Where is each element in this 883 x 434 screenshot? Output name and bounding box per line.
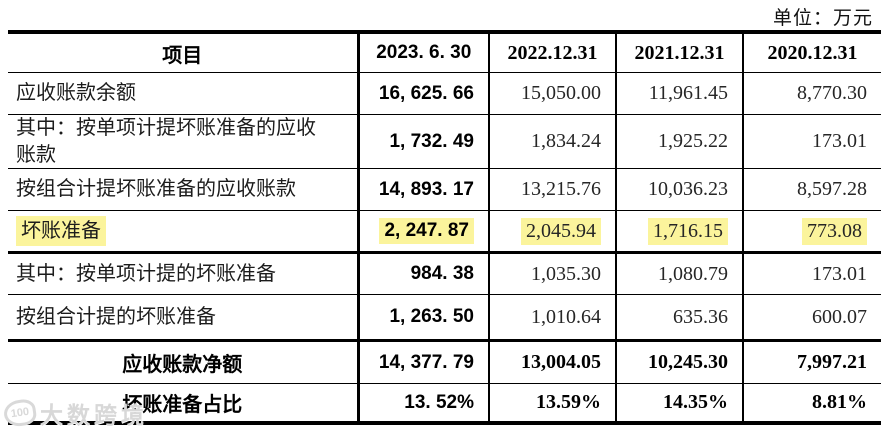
header-2021-12-31: 2021.12.31 [615, 32, 743, 73]
table-row-portfolio-provision-receivables: 按组合计提坏账准备的应收账款 14, 893. 17 13,215.76 10,… [8, 168, 881, 211]
header-2022-12-31: 2022.12.31 [488, 32, 616, 73]
row-label: 应收账款净额 [122, 354, 243, 376]
row-label: 按组合计提的坏账准备 [16, 305, 216, 328]
cell-value: 13,004.05 [488, 340, 616, 384]
highlight: 坏账准备 [16, 215, 106, 247]
highlight: 2, 247. 87 [379, 218, 474, 244]
header-2020-12-31: 2020.12.31 [742, 32, 881, 73]
cell-value: 635.36 [615, 294, 743, 341]
cell-value: 14.35% [615, 383, 743, 423]
highlight: 2,045.94 [521, 217, 601, 245]
cell-value: 7,997.21 [742, 340, 881, 384]
table-row-portfolio-bad-debt-provision: 按组合计提的坏账准备 1, 263. 50 1,010.64 635.36 60… [8, 294, 881, 341]
cell-value: 16, 625. 66 [356, 72, 489, 115]
cell-value: 15,050.00 [488, 72, 616, 115]
cell-value: 773.08 [742, 210, 881, 253]
cell-value: 173.01 [742, 252, 881, 295]
cell-value: 1,834.24 [488, 114, 616, 169]
cell-value: 984. 38 [356, 252, 489, 295]
cell-value: 14, 377. 79 [356, 340, 489, 384]
row-label: 坏账准备占比 [122, 394, 243, 416]
cell-value: 2,045.94 [488, 210, 616, 253]
row-label: 应收账款余额 [16, 82, 136, 105]
row-label: 其中：按单项计提的坏账准备 [16, 262, 276, 285]
cell-value: 1, 732. 49 [356, 114, 489, 169]
cell-value: 10,245.30 [615, 340, 743, 384]
cell-value: 1,010.64 [488, 294, 616, 341]
receivables-bad-debt-table: 项目 2023. 6. 30 2022.12.31 2021.12.31 202… [8, 30, 881, 425]
cell-value: 14, 893. 17 [356, 168, 489, 211]
table-header-row: 项目 2023. 6. 30 2022.12.31 2021.12.31 202… [8, 32, 881, 73]
cell-value: 1,716.15 [615, 210, 743, 253]
watermark: 100 大数跨境 [2, 396, 148, 430]
cell-value: 11,961.45 [615, 72, 743, 115]
cell-value: 1,925.22 [615, 114, 743, 169]
table-row-receivable-balance: 应收账款余额 16, 625. 66 15,050.00 11,961.45 8… [8, 72, 881, 115]
watermark-text: 大数跨境 [40, 402, 148, 428]
cell-value: 8,770.30 [742, 72, 881, 115]
header-2023-6-30: 2023. 6. 30 [356, 32, 489, 73]
unit-label: 单位：万元 [772, 8, 873, 29]
cell-value: 173.01 [742, 114, 881, 169]
watermark-logo-icon: 100 [2, 397, 38, 429]
cell-value: 1, 263. 50 [356, 294, 489, 341]
cell-value: 8,597.28 [742, 168, 881, 211]
cell-value: 13. 52% [356, 383, 489, 423]
header-item: 项目 [162, 44, 203, 67]
row-label: 其中：按单项计提坏账准备的应收 账款 [16, 117, 316, 166]
table-row-individual-bad-debt-provision: 其中：按单项计提的坏账准备 984. 38 1,035.30 1,080.79 … [8, 252, 881, 295]
cell-value: 10,036.23 [615, 168, 743, 211]
table-row-individual-provision-receivables: 其中：按单项计提坏账准备的应收 账款 1, 732. 49 1,834.24 1… [8, 114, 881, 169]
row-label: 按组合计提坏账准备的应收账款 [16, 178, 296, 201]
cell-value: 600.07 [742, 294, 881, 341]
cell-value: 2, 247. 87 [356, 210, 489, 253]
cell-value: 13.59% [488, 383, 616, 423]
cell-value: 13,215.76 [488, 168, 616, 211]
row-label: 坏账准备 [8, 211, 358, 253]
cell-value: 1,080.79 [615, 252, 743, 295]
table-row-bad-debt-provision: 坏账准备 2, 247. 87 2,045.94 1,716.15 773.08 [8, 210, 881, 253]
table-row-bad-debt-ratio: 坏账准备占比 13. 52% 13.59% 14.35% 8.81% [8, 383, 881, 423]
highlight: 1,716.15 [648, 217, 728, 245]
highlight: 773.08 [802, 217, 867, 245]
cell-value: 1,035.30 [488, 252, 616, 295]
table-row-net-receivables: 应收账款净额 14, 377. 79 13,004.05 10,245.30 7… [8, 340, 881, 384]
cell-value: 8.81% [742, 383, 881, 423]
